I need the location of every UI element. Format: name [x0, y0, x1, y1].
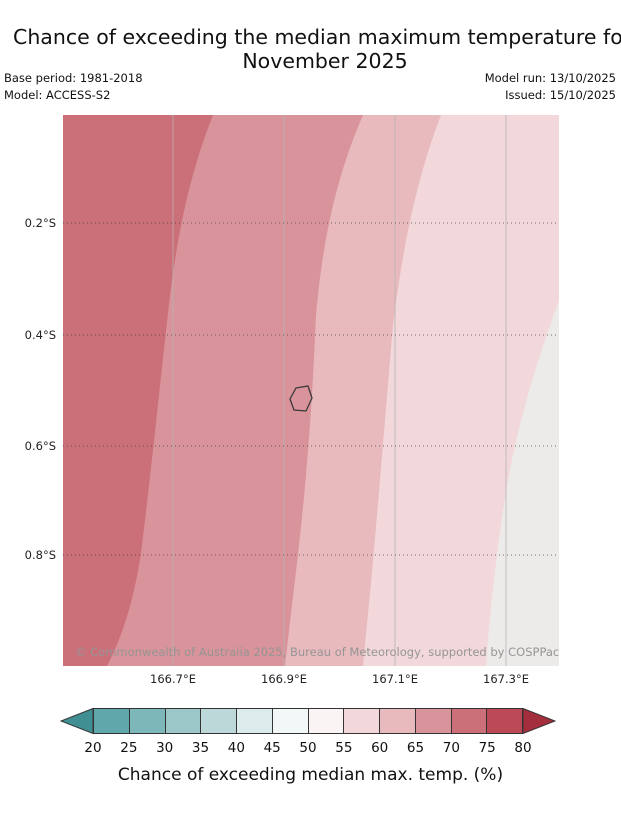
- colorbar-tick: 80: [514, 740, 532, 756]
- longitude-gridlines: [172, 115, 507, 666]
- lon-label-166.9E: 166.9°E: [261, 672, 307, 686]
- forecast-map: © Commonwealth of Australia 2025, Bureau…: [63, 115, 559, 666]
- colorbar-segment: [201, 709, 237, 733]
- colorbar-tick: 30: [156, 740, 174, 756]
- colorbar-caption: Chance of exceeding median max. temp. (%…: [117, 765, 504, 785]
- island-outline: [289, 385, 313, 412]
- colorbar-segment: [94, 709, 130, 733]
- colorbar-segments: [93, 708, 523, 734]
- colorbar-high-arrow-icon: [523, 708, 556, 734]
- colorbar-tick: 35: [191, 740, 210, 756]
- colorbar-segment: [380, 709, 416, 733]
- lon-label-166.7E: 166.7°E: [150, 672, 196, 686]
- colorbar-segment: [272, 709, 309, 733]
- colorbar-tick: 40: [227, 740, 245, 756]
- colorbar-tick: 70: [442, 740, 460, 756]
- meta-right: Model run: 13/10/2025 Issued: 15/10/2025: [485, 70, 616, 104]
- colorbar-low-arrow-icon: [60, 708, 93, 734]
- colorbar-ticks: 20 25 30 35 40 45 50 55 60 65 70 75 80: [60, 740, 556, 758]
- band-50-55: [486, 300, 559, 666]
- colorbar-tick: 50: [299, 740, 317, 756]
- colorbar: [60, 708, 556, 734]
- colorbar-segment: [415, 709, 452, 733]
- meta-left: Base period: 1981-2018 Model: ACCESS-S2: [4, 70, 143, 104]
- colorbar-segment: [487, 709, 522, 733]
- band-70-75: [63, 115, 213, 666]
- colorbar-tick: 60: [371, 740, 389, 756]
- colorbar-tick: 45: [263, 740, 281, 756]
- lon-label-167.1E: 167.1°E: [372, 672, 418, 686]
- colorbar-segment: [237, 709, 273, 733]
- lat-label-0.2S: 0.2°S: [24, 216, 56, 230]
- base-period-text: Base period: 1981-2018: [4, 71, 143, 85]
- colorbar-tick: 55: [335, 740, 353, 756]
- model-text: Model: ACCESS-S2: [4, 88, 111, 102]
- high-arrow-shape: [523, 708, 556, 734]
- lat-label-0.4S: 0.4°S: [24, 328, 56, 342]
- low-arrow-shape: [60, 708, 93, 734]
- colorbar-tick: 20: [84, 740, 102, 756]
- model-run-text: Model run: 13/10/2025: [484, 71, 616, 85]
- issued-text: Issued: 15/10/2025: [505, 88, 616, 102]
- colorbar-tick: 65: [406, 740, 425, 756]
- colorbar-segment: [165, 709, 202, 733]
- colorbar-segment: [308, 709, 345, 733]
- colorbar-tick: 25: [120, 740, 138, 756]
- copyright-text: © Commonwealth of Australia 2025, Bureau…: [75, 645, 559, 659]
- colorbar-segment: [451, 709, 488, 733]
- contour-map-svg: [63, 115, 559, 666]
- chart-title-line2: November 2025: [242, 49, 408, 73]
- colorbar-segment: [344, 709, 380, 733]
- colorbar-segment: [129, 709, 166, 733]
- lat-label-0.6S: 0.6°S: [24, 439, 56, 453]
- latitude-gridlines: [63, 222, 559, 556]
- lat-label-0.8S: 0.8°S: [24, 548, 56, 562]
- colorbar-tick: 75: [478, 740, 496, 756]
- chart-title-line1: Chance of exceeding the median maximum t…: [13, 25, 621, 49]
- lon-label-167.3E: 167.3°E: [483, 672, 529, 686]
